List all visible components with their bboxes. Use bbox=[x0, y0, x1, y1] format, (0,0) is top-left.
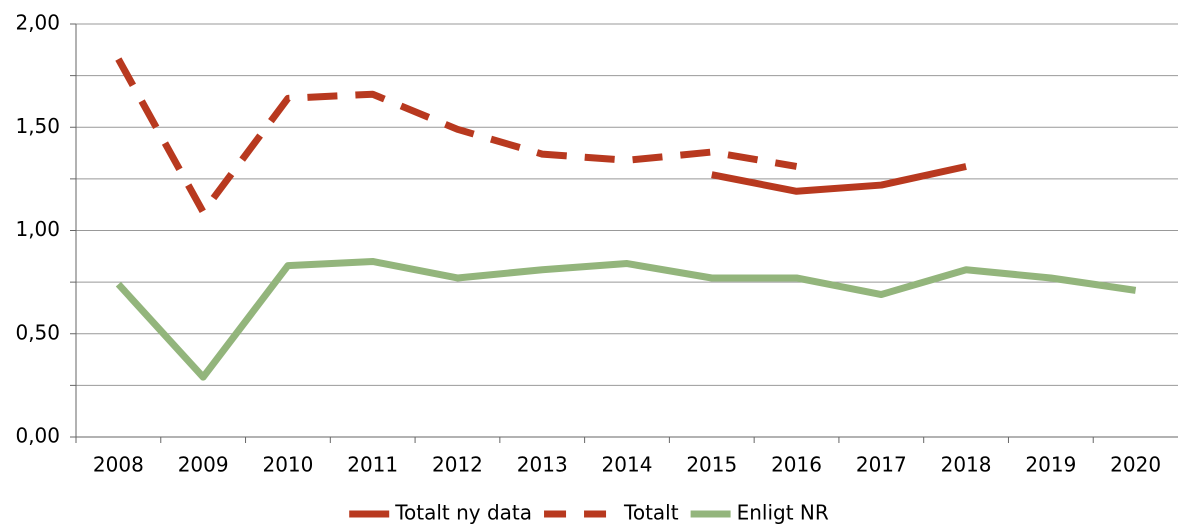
y-tick-label: 0,50 bbox=[15, 320, 60, 344]
x-tick-label: 2018 bbox=[941, 453, 992, 477]
x-tick-label: 2020 bbox=[1110, 453, 1161, 477]
y-tick-label: 2,00 bbox=[15, 11, 60, 35]
x-tick-label: 2014 bbox=[602, 453, 653, 477]
x-tick-label: 2008 bbox=[93, 453, 144, 477]
x-tick-label: 2013 bbox=[517, 453, 568, 477]
series-line bbox=[115, 257, 1137, 381]
x-tick-label: 2017 bbox=[856, 453, 907, 477]
legend-label: Enligt NR bbox=[737, 501, 829, 525]
x-tick-label: 2009 bbox=[178, 453, 229, 477]
y-tick-label: 0,00 bbox=[15, 424, 60, 448]
series-line bbox=[115, 57, 798, 216]
series-line bbox=[711, 163, 967, 195]
legend-label: Totalt ny data bbox=[394, 501, 532, 525]
x-tick-label: 2010 bbox=[262, 453, 313, 477]
y-tick-label: 1,50 bbox=[15, 114, 60, 138]
x-tick-label: 2015 bbox=[686, 453, 737, 477]
x-tick-label: 2016 bbox=[771, 453, 822, 477]
x-tick-label: 2019 bbox=[1025, 453, 1076, 477]
y-tick-label: 1,00 bbox=[15, 217, 60, 241]
legend-label: Totalt bbox=[623, 501, 679, 525]
x-tick-label: 2012 bbox=[432, 453, 483, 477]
x-tick-label: 2011 bbox=[347, 453, 398, 477]
